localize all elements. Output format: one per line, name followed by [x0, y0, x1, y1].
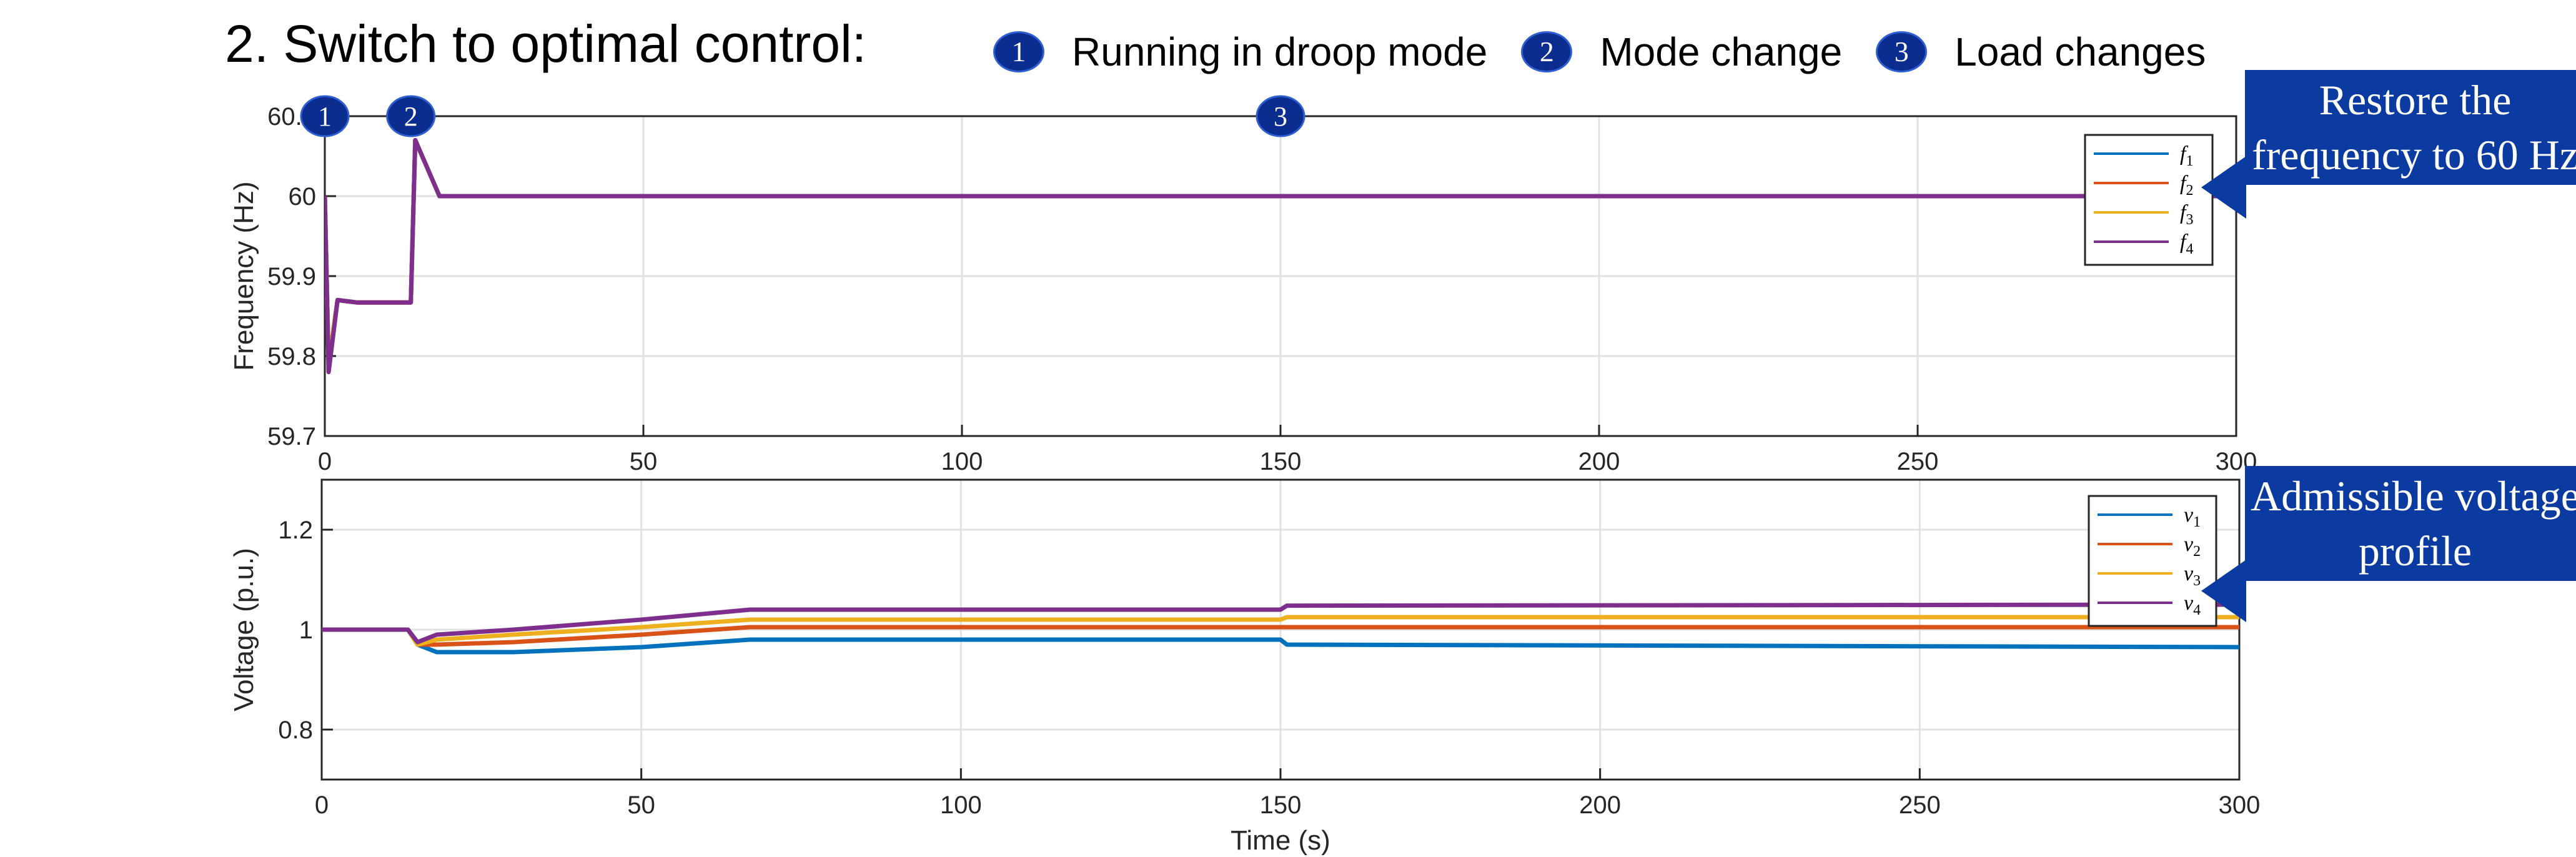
x-tick-label: 50	[630, 448, 658, 475]
frequency-callout: Restore the frequency to 60 Hz	[2201, 70, 2576, 219]
legend-label-v2: v2	[2184, 533, 2201, 560]
event-badge-2: 2	[1521, 31, 1573, 72]
series-line-f4	[325, 137, 2236, 375]
series-line-v4	[322, 602, 2239, 645]
y-axis-label: Frequency (Hz)	[229, 181, 259, 370]
series-group	[322, 602, 2239, 655]
event-label-2: Mode change	[1600, 29, 1843, 74]
event-legend-item-1: 1 Running in droop mode	[993, 29, 1487, 75]
figure-title: 2. Switch to optimal control:	[225, 14, 867, 73]
event-marker-number: 3	[1274, 101, 1287, 132]
legend-label-v3: v3	[2184, 562, 2201, 589]
event-marker-2: 2	[386, 95, 436, 137]
x-tick-label: 250	[1899, 791, 1941, 819]
x-tick-label: 200	[1579, 791, 1621, 819]
x-tick-label: 250	[1897, 448, 1939, 475]
series-group	[325, 137, 2236, 375]
x-axis-label: Time (s)	[1231, 825, 1330, 856]
x-tick-label: 50	[627, 791, 655, 819]
legend-box	[2084, 134, 2214, 266]
event-marker-3: 3	[1256, 95, 1305, 137]
y-tick-label: 1.2	[278, 517, 313, 544]
event-legend: 1 Running in droop mode 2 Mode change 3 …	[993, 24, 2239, 80]
event-label-1: Running in droop mode	[1072, 29, 1488, 74]
event-badge-3: 3	[1876, 31, 1928, 72]
x-tick-label: 200	[1578, 448, 1620, 475]
event-marker-number: 2	[404, 101, 418, 132]
y-tick-label: 0.8	[278, 716, 313, 744]
chart-2: 0 50 100 150 200 250 300 0.8 1 1.2 Voltage (p.u.) T…	[229, 478, 2261, 856]
x-tick-label: 300	[2219, 791, 2261, 819]
y-axis-label: Voltage (p.u.)	[229, 548, 259, 711]
event-marker-1: 1	[300, 95, 350, 137]
x-tick-label: 100	[941, 448, 983, 475]
chart-1: 0 50 100 150 200 250 30059.759.859.96060.1Freq…	[229, 103, 2257, 475]
y-tick-label: 60	[289, 183, 317, 211]
event-marker-badge	[300, 95, 350, 137]
event-marker-badge	[1256, 95, 1305, 137]
x-tick-label: 0	[315, 791, 329, 819]
x-tick-label: 100	[940, 791, 982, 819]
y-tick-label: 59.9	[267, 263, 316, 290]
y-tick-label: 59.8	[267, 343, 316, 370]
y-tick-label: 1	[299, 617, 313, 644]
voltage-callout: Admissible voltage profile	[2201, 466, 2576, 622]
x-tick-label: 0	[318, 448, 332, 475]
event-legend-item-2: 2 Mode change	[1521, 29, 1842, 75]
x-tick-label: 150	[1260, 791, 1302, 819]
voltage-callout-text: Admissible voltage profile	[2251, 472, 2576, 575]
event-label-3: Load changes	[1954, 29, 2206, 74]
event-legend-item-3: 3 Load changes	[1876, 29, 2206, 75]
y-tick-label: 59.7	[267, 423, 316, 450]
legend-box	[2088, 495, 2217, 627]
legend-label-v4: v4	[2184, 592, 2201, 618]
legend-label-v1: v1	[2184, 503, 2201, 530]
frequency-callout-text: Restore the frequency to 60 Hz	[2251, 76, 2576, 179]
event-badge-1: 1	[993, 31, 1044, 72]
event-marker-number: 1	[318, 101, 332, 132]
x-tick-label: 150	[1260, 448, 1302, 475]
event-marker-badge	[386, 95, 436, 137]
